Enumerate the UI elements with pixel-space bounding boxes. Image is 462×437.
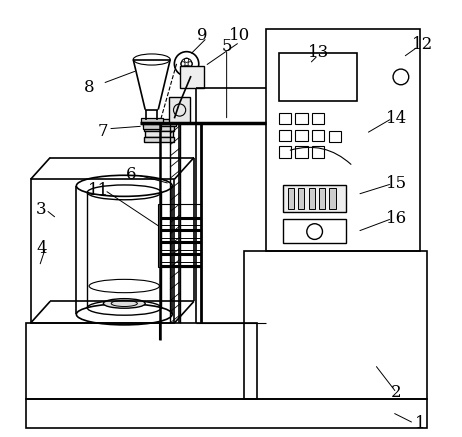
Bar [144,126,174,132]
Bar [169,97,190,123]
Bar [26,323,257,399]
Text: 3: 3 [36,201,47,218]
Text: 1: 1 [415,415,426,432]
Bar [279,130,291,141]
Bar [181,66,204,88]
Bar [309,188,315,209]
Bar [141,118,163,123]
Text: 15: 15 [386,175,407,192]
Bar [296,146,308,157]
Text: 4: 4 [36,240,47,257]
Text: 6: 6 [126,166,136,184]
Bar [329,188,335,209]
Bar [283,219,346,243]
Bar [298,188,304,209]
Bar [144,138,174,142]
Bar [143,119,176,126]
Text: 16: 16 [386,210,407,227]
Bar [328,131,341,142]
Bar [143,125,161,129]
Bar [30,179,174,323]
Text: 10: 10 [229,27,250,44]
Bar [288,188,294,209]
Text: 11: 11 [87,182,109,199]
Bar [244,251,427,399]
Bar [145,132,174,138]
Bar [279,53,357,101]
Bar [312,130,324,141]
Text: 2: 2 [391,384,402,401]
Bar [319,188,325,209]
Bar [26,399,427,427]
Bar [312,113,324,125]
Bar [279,146,291,157]
Text: 14: 14 [386,110,407,127]
Text: 13: 13 [308,45,329,62]
Bar [283,185,346,212]
Bar [296,130,308,141]
Text: 7: 7 [97,123,108,140]
Text: 12: 12 [412,36,433,53]
Text: 9: 9 [197,27,208,44]
Text: 5: 5 [221,38,232,55]
Bar [312,146,324,157]
Bar [158,204,201,267]
Bar [296,113,308,125]
Text: 8: 8 [84,80,95,96]
Ellipse shape [103,298,145,308]
Bar [279,113,291,125]
Bar [266,29,420,251]
